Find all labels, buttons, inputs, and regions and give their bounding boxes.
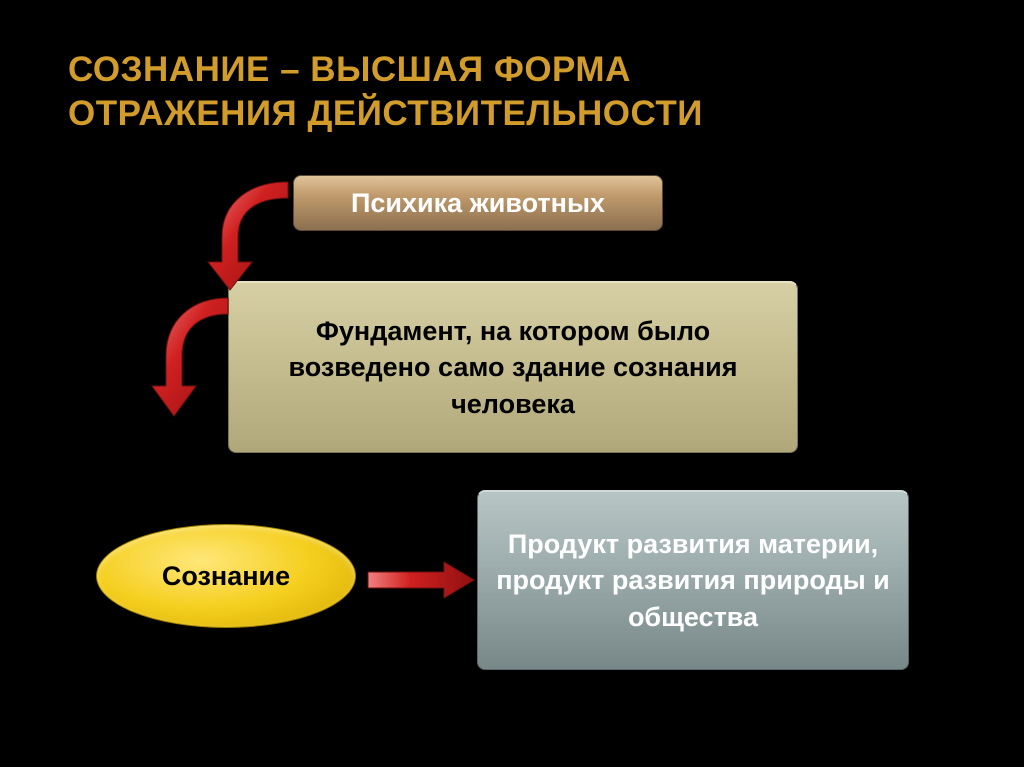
box-animal-psyche: Психика животных xyxy=(293,175,663,231)
slide-title: СОЗНАНИЕ – ВЫСШАЯ ФОРМА ОТРАЖЕНИЯ ДЕЙСТВ… xyxy=(68,48,703,136)
title-line-1: СОЗНАНИЕ – ВЫСШАЯ ФОРМА xyxy=(68,50,631,89)
arrow-curve-2-icon xyxy=(150,290,240,420)
title-line-2: ОТРАЖЕНИЯ ДЕЙСТВИТЕЛЬНОСТИ xyxy=(68,94,703,133)
ellipse-consciousness-text: Сознание xyxy=(162,561,290,592)
box-product: Продукт развития материи, продукт развит… xyxy=(477,490,909,670)
arrow-straight-icon xyxy=(366,560,476,600)
ellipse-consciousness: Сознание xyxy=(96,524,356,628)
arrow-curve-1-icon xyxy=(200,172,300,292)
box-product-text: Продукт развития материи, продукт развит… xyxy=(478,516,908,645)
box-foundation: Фундамент, на котором было возведено сам… xyxy=(228,281,798,453)
box-foundation-text: Фундамент, на котором было возведено сам… xyxy=(229,303,797,432)
box-animal-psyche-text: Психика животных xyxy=(351,188,605,219)
